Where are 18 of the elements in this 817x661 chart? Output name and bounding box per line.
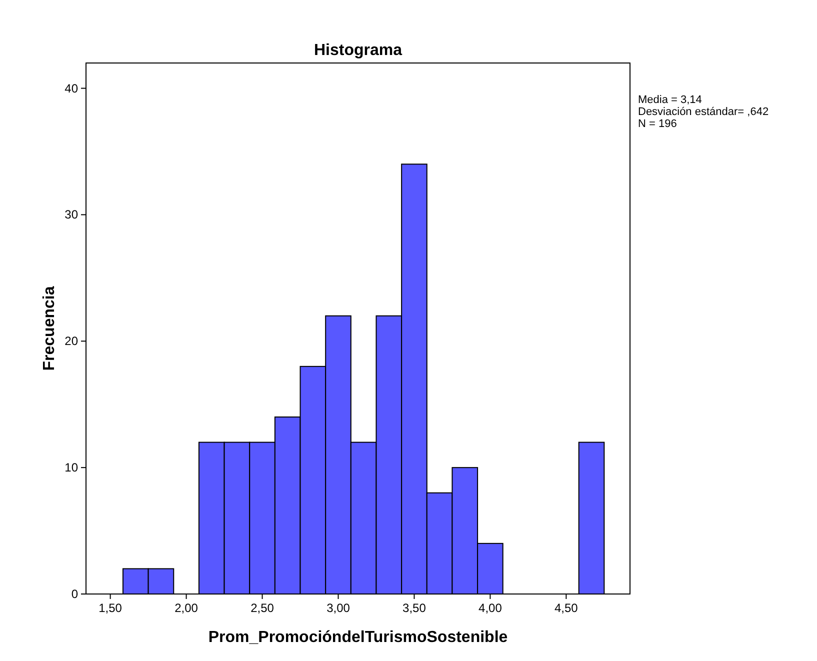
chart-title: Histograma bbox=[314, 42, 402, 59]
y-axis-title: Frecuencia bbox=[41, 286, 58, 371]
text: N = 196 bbox=[638, 118, 677, 130]
x-tick-label: 1,50 bbox=[98, 601, 122, 615]
text: Desviación estándar= ,642 bbox=[638, 106, 769, 118]
x-tick-label: 3,50 bbox=[402, 601, 426, 615]
y-tick-label: 20 bbox=[64, 334, 78, 348]
x-tick-label: 2,50 bbox=[250, 601, 274, 615]
x-tick-label: 3,00 bbox=[326, 601, 350, 615]
y-tick-label: 30 bbox=[64, 208, 78, 222]
x-tick-label: 4,00 bbox=[478, 601, 502, 615]
x-axis-title: Prom_PromocióndelTurismoSostenible bbox=[208, 629, 508, 646]
x-tick-label: 4,50 bbox=[554, 601, 578, 615]
text: Media = 3,14 bbox=[638, 94, 702, 106]
y-tick-label: 40 bbox=[64, 81, 78, 96]
y-tick-label: 0 bbox=[71, 587, 78, 601]
y-tick-label: 10 bbox=[64, 460, 78, 475]
x-tick-label: 2,00 bbox=[174, 601, 198, 615]
